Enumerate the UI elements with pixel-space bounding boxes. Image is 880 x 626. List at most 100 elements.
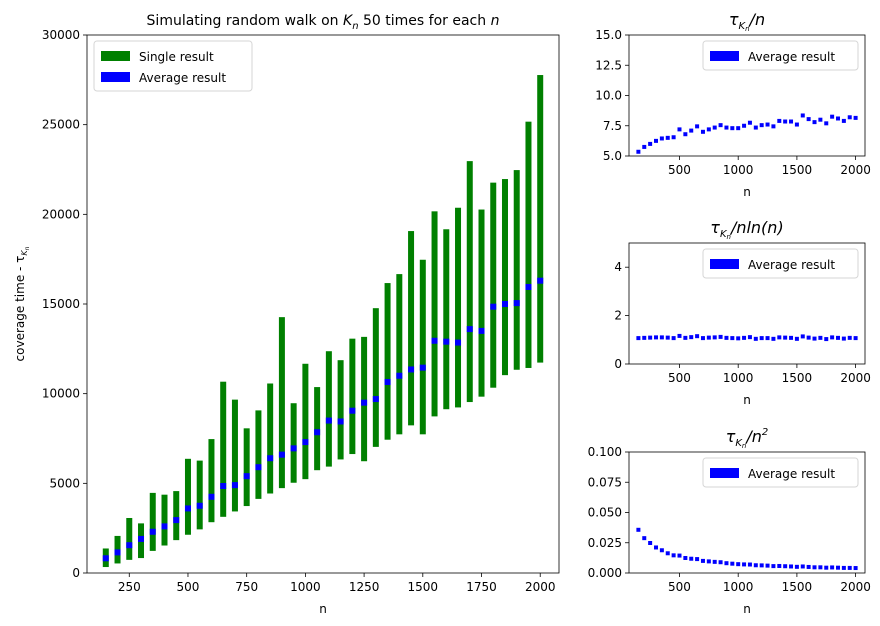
data-point bbox=[220, 483, 227, 490]
data-point bbox=[184, 505, 191, 512]
single-result-range bbox=[372, 308, 379, 447]
single-result-range bbox=[231, 399, 238, 512]
data-point bbox=[689, 128, 694, 133]
x-tick-label: 2000 bbox=[840, 371, 871, 385]
x-tick-label: 500 bbox=[177, 580, 200, 594]
data-point bbox=[706, 335, 711, 340]
data-point bbox=[671, 553, 676, 558]
single-result-range bbox=[184, 458, 191, 535]
single-result-range bbox=[325, 351, 332, 467]
single-result-range bbox=[408, 231, 415, 426]
y-tick-label: 7.5 bbox=[603, 119, 622, 133]
data-point bbox=[196, 502, 203, 509]
x-tick-label: 1500 bbox=[782, 163, 813, 177]
data-point bbox=[771, 336, 776, 341]
legend-box bbox=[702, 248, 859, 279]
single-result-range bbox=[537, 75, 544, 363]
y-axis-label: coverage time - τKn bbox=[13, 246, 31, 361]
x-tick-label: 2000 bbox=[840, 163, 871, 177]
data-point bbox=[466, 326, 473, 333]
y-tick-label: 25000 bbox=[42, 118, 80, 132]
data-point bbox=[830, 114, 835, 119]
ratio-nlogn-plot: 500 1000 1500 2000 0 2 4 n τKn/nln(n) Average res… bbox=[614, 218, 871, 407]
data-point bbox=[372, 396, 379, 403]
data-point bbox=[665, 335, 670, 340]
data-point bbox=[654, 138, 659, 143]
single-result-range bbox=[337, 360, 344, 460]
x-tick-label: 2000 bbox=[840, 580, 871, 594]
ratio-n-plot: 500 1000 1500 2000 5.0 7.5 10.0 12.5 15.0 n τKn/n A… bbox=[595, 10, 871, 199]
data-point bbox=[689, 335, 694, 340]
x-tick-label: 250 bbox=[118, 580, 141, 594]
legend-label: Single result bbox=[139, 50, 214, 64]
data-point bbox=[730, 336, 735, 341]
x-tick-label: 500 bbox=[668, 580, 691, 594]
data-point bbox=[700, 129, 705, 134]
data-point bbox=[255, 464, 262, 471]
legend-box bbox=[702, 457, 859, 488]
data-point bbox=[700, 336, 705, 341]
single-result-range bbox=[302, 363, 309, 480]
data-point bbox=[706, 559, 711, 564]
data-point bbox=[161, 523, 168, 530]
data-point bbox=[695, 334, 700, 339]
data-point bbox=[806, 564, 811, 569]
y-tick-label: 0.100 bbox=[588, 445, 622, 459]
data-point bbox=[443, 338, 450, 345]
x-tick-label: 1000 bbox=[723, 371, 754, 385]
data-point bbox=[847, 115, 852, 120]
single-result-range bbox=[419, 259, 426, 435]
y-tick-label: 10000 bbox=[42, 387, 80, 401]
data-point bbox=[654, 545, 659, 550]
data-point bbox=[800, 564, 805, 569]
data-point bbox=[712, 125, 717, 130]
x-tick-label: 1000 bbox=[723, 580, 754, 594]
data-point bbox=[126, 542, 133, 549]
data-point bbox=[408, 366, 415, 373]
data-point bbox=[759, 336, 764, 341]
data-point bbox=[789, 335, 794, 340]
y-tick-label: 0 bbox=[614, 357, 622, 371]
legend-label: Average result bbox=[748, 258, 835, 272]
data-point bbox=[794, 564, 799, 569]
x-axis-label: n bbox=[743, 185, 751, 199]
data-point bbox=[765, 563, 770, 568]
data-point bbox=[747, 335, 752, 340]
data-point bbox=[853, 336, 858, 341]
y-tick-label: 20000 bbox=[42, 207, 80, 221]
data-point bbox=[835, 116, 840, 121]
data-point bbox=[267, 455, 274, 462]
data-point bbox=[753, 336, 758, 341]
data-point bbox=[349, 407, 356, 414]
data-point bbox=[730, 561, 735, 566]
data-point bbox=[138, 535, 145, 542]
data-point bbox=[490, 303, 497, 310]
data-point bbox=[724, 561, 729, 566]
data-point bbox=[478, 327, 485, 334]
y-tick-label: 10.0 bbox=[595, 89, 622, 103]
single-result-range bbox=[466, 161, 473, 403]
data-point bbox=[718, 334, 723, 339]
single-result-range bbox=[173, 491, 180, 541]
single-result-range bbox=[196, 460, 203, 530]
data-point bbox=[777, 118, 782, 123]
single-result-range bbox=[361, 336, 368, 462]
data-point bbox=[636, 149, 641, 154]
data-point bbox=[747, 120, 752, 125]
data-point bbox=[102, 555, 109, 562]
legend: Single result Average result bbox=[93, 40, 253, 92]
x-tick-label: 1500 bbox=[408, 580, 439, 594]
data-point bbox=[783, 119, 788, 124]
data-point bbox=[812, 565, 817, 570]
x-axis-label: n bbox=[319, 602, 327, 616]
legend-box bbox=[702, 40, 859, 71]
data-point bbox=[537, 277, 544, 284]
data-point bbox=[654, 335, 659, 340]
data-point bbox=[753, 125, 758, 130]
legend-box bbox=[93, 40, 253, 92]
data-point bbox=[683, 132, 688, 137]
data-point bbox=[695, 124, 700, 129]
data-point bbox=[742, 123, 747, 128]
data-point bbox=[800, 334, 805, 339]
